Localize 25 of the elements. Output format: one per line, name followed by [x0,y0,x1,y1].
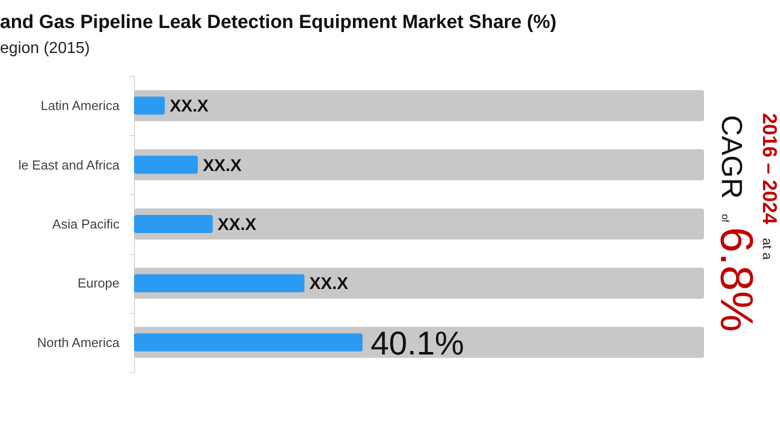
text: 6.8% [711,227,763,332]
bar [134,96,165,115]
data-label: 40.1% [370,324,464,362]
data-label: XX.X [202,156,242,175]
bar [134,208,704,240]
y-tick-label: le East and Africa [18,157,120,172]
y-tick-label: Europe [78,276,120,291]
chart-title: and Gas Pipeline Leak Detection Equipment Market Share (%) [0,12,556,33]
data-label: XX.X [170,96,210,116]
y-tick-label: Latin America [40,98,120,114]
y-tick-label: Asia Pacific [52,216,120,232]
bar [134,149,704,180]
text: at a [760,238,775,260]
data-label: XX.X [309,274,349,294]
text: CAGR [715,115,747,199]
bar [134,90,704,122]
chart-subtitle: egion (2015) [0,40,90,57]
text: of [719,214,730,223]
bar [134,333,363,352]
data-label: XX.X [218,215,258,234]
bar [134,215,213,233]
y-tick-label: North America [37,334,120,350]
bar [134,274,304,292]
text: 2016 – 2024 [758,113,780,226]
bar [134,156,198,174]
